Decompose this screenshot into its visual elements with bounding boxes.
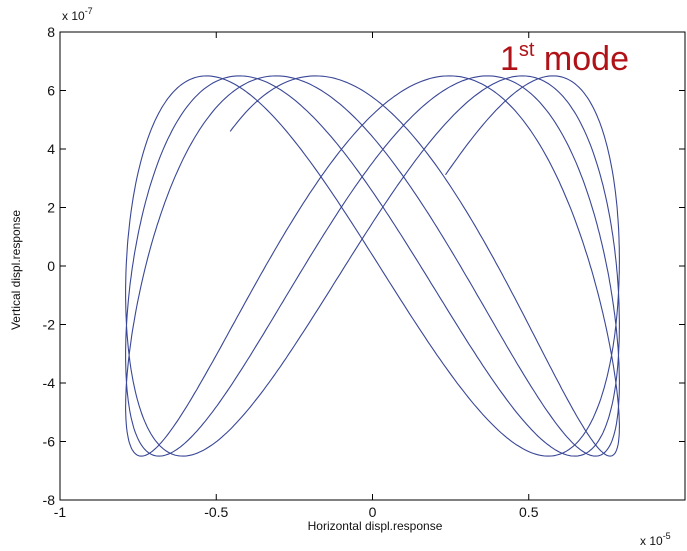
x-tick-label: 0 [369,504,377,520]
x-tick-label: -1 [54,504,67,520]
y-tick-label: 6 [47,83,55,99]
x-axis-label: Horizontal displ.response [308,519,443,533]
tick-labels-group: -1 -0.5 0 0.5 -8 -6 -4 -2 0 2 4 6 8 [43,24,539,520]
ticks-group [59,31,686,501]
y-tick-label: -4 [43,375,56,391]
trajectory-wrap [125,75,620,457]
y-tick-label: 8 [47,24,55,40]
y-tick-label: -6 [43,434,56,450]
y-tick-label: -2 [43,317,56,333]
x-tick-label: 0.5 [519,504,539,520]
y-axis-label: Vertical displ.response [9,210,23,330]
y-exponent-label: x 10-7 [62,6,93,23]
trajectory-line [125,75,620,457]
mode-annotation: 1st mode [500,39,629,78]
y-tick-label: -8 [43,492,56,508]
y-tick-label: 2 [47,200,55,216]
y-tick-label: 0 [47,258,55,274]
x-exponent-label: x 10-5 [640,531,671,548]
y-tick-label: 4 [47,141,55,157]
x-tick-label: -0.5 [204,504,228,520]
plot-frame [59,31,686,501]
